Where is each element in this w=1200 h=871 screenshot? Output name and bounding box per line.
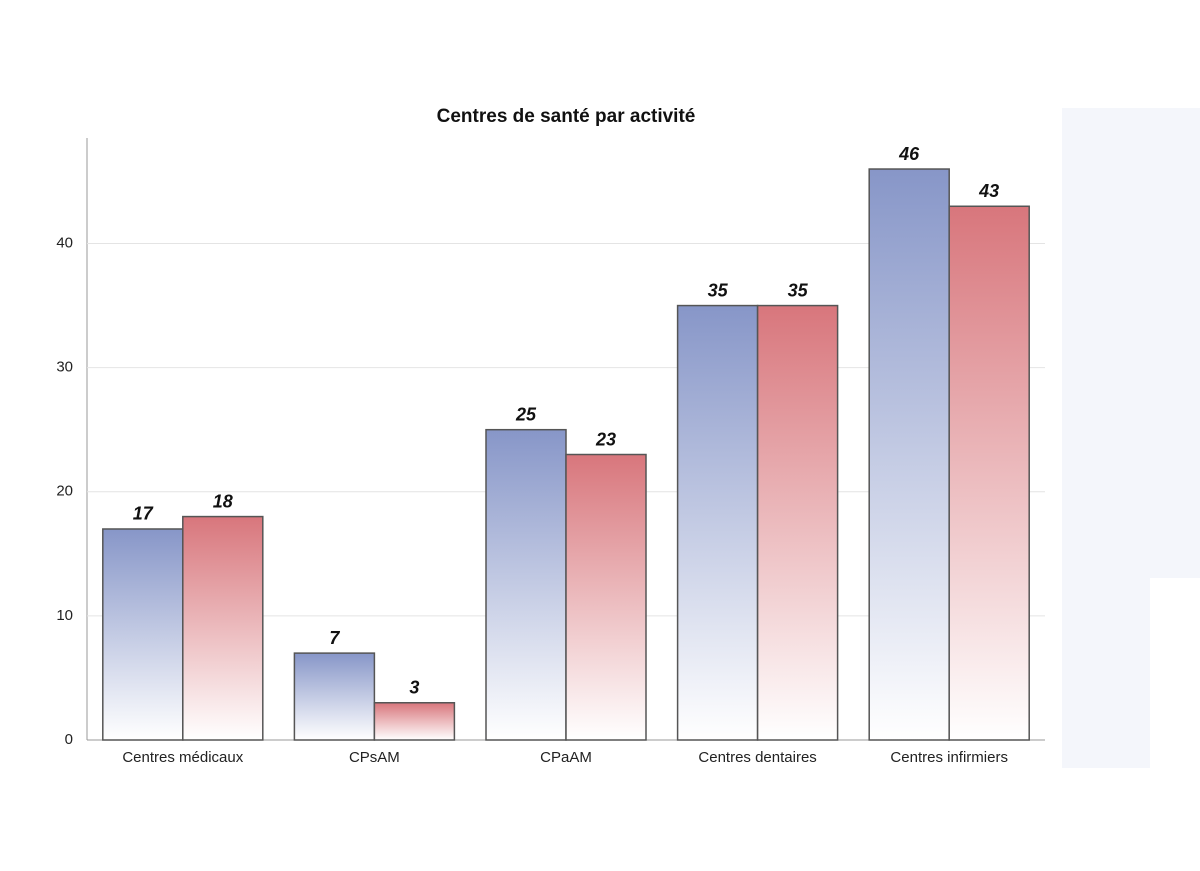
side-panel (1062, 108, 1200, 578)
x-tick-label: Centres infirmiers (890, 749, 1008, 766)
value-label: 35 (788, 280, 809, 300)
value-label: 3 (409, 678, 419, 698)
value-label: 7 (329, 628, 340, 648)
value-label: 46 (898, 144, 920, 164)
value-label: 35 (708, 280, 729, 300)
bar (293, 652, 376, 741)
x-tick-label: CPsAM (349, 749, 400, 766)
bar (102, 528, 184, 741)
x-tick-label: Centres dentaires (698, 749, 816, 766)
bar (373, 702, 456, 741)
value-label: 18 (213, 491, 233, 511)
y-tick-label: 10 (56, 607, 73, 624)
bar (868, 168, 950, 741)
bar (485, 428, 567, 741)
y-tick-label: 20 (56, 483, 73, 500)
value-label: 17 (133, 504, 154, 524)
y-tick-label: 0 (65, 731, 73, 748)
y-tick-label: 30 (56, 359, 73, 376)
x-tick-label: CPaAM (540, 749, 592, 766)
bar (948, 205, 1030, 741)
y-tick-label: 40 (56, 234, 73, 251)
side-panel (1062, 578, 1150, 768)
chart-title: Centres de santé par activité (437, 106, 696, 127)
value-label: 43 (978, 181, 999, 201)
bar (756, 304, 839, 741)
value-label: 25 (515, 404, 537, 424)
x-tick-label: Centres médicaux (122, 749, 243, 766)
bar (182, 515, 264, 741)
bar (565, 453, 647, 741)
value-label: 23 (595, 429, 616, 449)
bar (676, 304, 759, 741)
